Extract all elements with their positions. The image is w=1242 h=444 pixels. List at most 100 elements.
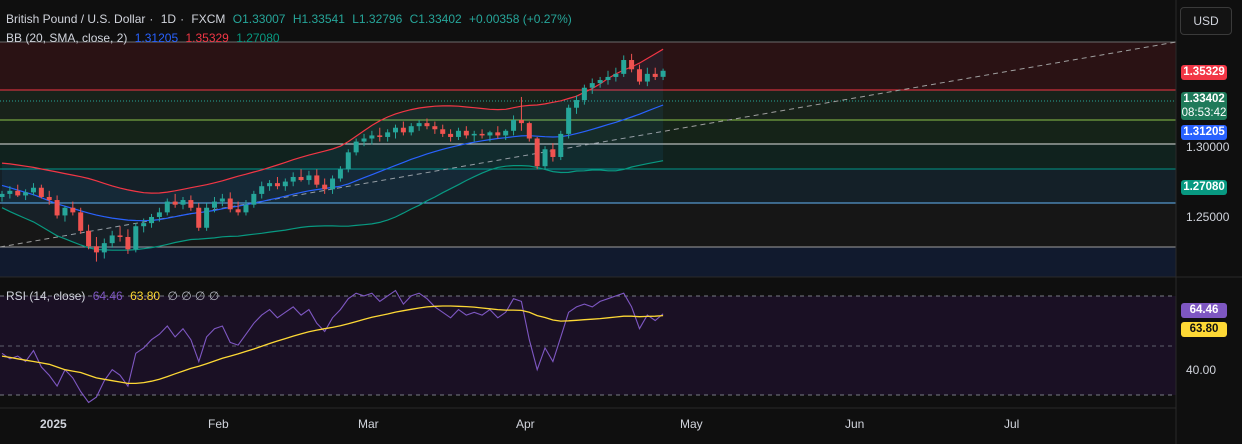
candle-body[interactable] [644,73,650,82]
candle-body[interactable] [219,198,225,202]
time-label: Mar [358,417,379,431]
candle-body[interactable] [211,201,217,208]
candle-body[interactable] [652,73,658,77]
candle-body[interactable] [235,209,241,213]
candle-body[interactable] [385,132,391,137]
candle-body[interactable] [503,130,509,136]
candle-body[interactable] [479,133,485,136]
candle-body[interactable] [172,201,178,205]
candle-body[interactable] [448,133,454,137]
candle-body[interactable] [629,60,635,70]
price-tick: 1.25000 [1186,210,1230,224]
candle-body[interactable] [86,230,92,247]
candle-body[interactable] [400,127,406,133]
candle-body[interactable] [589,83,595,88]
candle-body[interactable] [550,149,556,157]
candle-body[interactable] [581,87,587,101]
candle-body[interactable] [227,198,233,210]
candle-body[interactable] [377,135,383,137]
candles-group[interactable] [0,53,666,262]
candle-body[interactable] [487,132,493,136]
candle-body[interactable] [558,133,564,157]
candle-body[interactable] [495,132,501,136]
candle-body[interactable] [455,130,461,137]
candle-body[interactable] [660,70,666,77]
candle-body[interactable] [337,169,343,179]
candle-body[interactable] [30,187,36,193]
candle-body[interactable] [432,126,438,130]
candle-body[interactable] [23,192,29,196]
candle-body[interactable] [282,181,288,187]
candle-body[interactable] [141,223,147,227]
candle-body[interactable] [353,141,359,153]
candle-body[interactable] [542,149,548,167]
candle-body[interactable] [306,175,312,181]
candle-body[interactable] [125,236,131,250]
candle-body[interactable] [636,69,642,82]
candle-body[interactable] [117,235,123,237]
candle-body[interactable] [424,123,430,127]
candle-body[interactable] [440,129,446,134]
time-label: Jul [1004,417,1019,431]
rsi-ma-badge: 63.80 [1181,322,1227,337]
candle-body[interactable] [0,193,5,197]
candle-body[interactable] [93,246,99,253]
candle-body[interactable] [15,190,21,196]
ohlc-change: +0.00358 (+0.27%) [469,12,572,26]
candle-body[interactable] [109,235,115,244]
candle-body[interactable] [322,184,328,190]
candle-body[interactable] [534,138,540,167]
candle-body[interactable] [518,120,524,124]
candle-body[interactable] [511,120,517,131]
time-axis[interactable]: 2025 Feb Mar Apr May Jun Jul [40,417,1019,431]
candle-body[interactable] [196,207,202,228]
candle-body[interactable] [251,193,257,205]
candle-body[interactable] [133,226,139,250]
candle-body[interactable] [298,176,304,181]
candle-body[interactable] [101,243,107,253]
candle-body[interactable] [463,130,469,136]
candle-body[interactable] [46,196,52,201]
rsi-legend-label[interactable]: RSI (14, close) [6,289,86,303]
candle-body[interactable] [204,207,210,228]
candle-body[interactable] [164,201,170,213]
candle-body[interactable] [597,80,603,84]
bb-legend[interactable]: BB (20, SMA, close, 2) 1.31205 1.35329 1… [6,31,284,45]
candle-body[interactable] [274,183,280,187]
candle-body[interactable] [566,107,572,134]
symbol-name[interactable]: British Pound / U.S. Dollar [6,12,146,26]
candle-body[interactable] [574,100,580,108]
candle-body[interactable] [290,176,296,182]
symbol-legend[interactable]: British Pound / U.S. Dollar · 1D · FXCM O1… [6,12,572,26]
candle-body[interactable] [259,186,265,194]
candle-body[interactable] [149,216,155,224]
candle-body[interactable] [416,123,422,127]
candle-body[interactable] [408,126,414,133]
candle-body[interactable] [345,152,351,170]
candle-body[interactable] [54,200,60,216]
candle-body[interactable] [62,207,68,216]
rsi-legend[interactable]: RSI (14, close) 64.46 63.80 ∅ ∅ ∅ ∅ [6,289,223,303]
candle-body[interactable] [526,123,532,139]
candle-body[interactable] [38,187,44,197]
candle-body[interactable] [156,212,162,217]
candle-body[interactable] [369,135,375,139]
candle-body[interactable] [188,200,194,208]
bb-legend-label[interactable]: BB (20, SMA, close, 2) [6,31,128,45]
candle-body[interactable] [78,212,84,231]
candle-body[interactable] [7,190,13,194]
candle-body[interactable] [330,178,336,190]
candle-body[interactable] [393,127,398,133]
candle-body[interactable] [314,175,320,185]
candle-body[interactable] [180,200,186,205]
candle-body[interactable] [70,207,76,213]
candle-body[interactable] [605,76,611,81]
candle-body[interactable] [267,183,273,187]
currency-button[interactable]: USD [1180,7,1232,35]
candle-body[interactable] [613,73,619,77]
candle-body[interactable] [471,133,477,136]
candle-body[interactable] [621,60,627,74]
candle-body[interactable] [243,204,249,213]
candle-body[interactable] [361,138,367,142]
